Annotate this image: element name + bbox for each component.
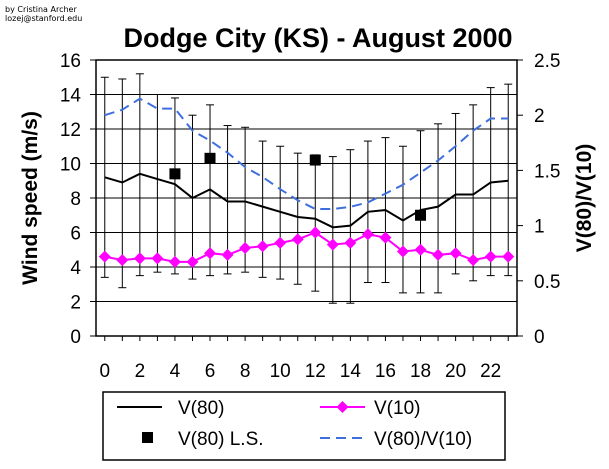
legend-swatch-v80-ls	[142, 432, 153, 443]
legend-label-v10: V(10)	[374, 398, 420, 419]
v10-point-1	[116, 254, 129, 267]
y-tick-label-4: 4	[70, 258, 81, 279]
y2-tick-label-0: 0	[534, 327, 545, 348]
v10-point-10	[274, 236, 287, 249]
y-tick-label-12: 12	[60, 120, 81, 141]
v10-point-13	[326, 238, 339, 251]
v10-point-15	[361, 228, 374, 241]
v80-ls-point-18	[415, 209, 427, 221]
y-tick-label-16: 16	[60, 51, 81, 72]
legend-label-v80-ls: V(80) L.S.	[178, 429, 264, 450]
y2-tick-label-2.5: 2.5	[534, 51, 560, 72]
y-axis-label-right: V(80)/V(10)	[573, 144, 596, 253]
author-email: lozej@stanford.edu	[5, 14, 83, 23]
x-tick-label-16: 16	[375, 361, 396, 382]
x-tick-label-8: 8	[240, 361, 251, 382]
v10-point-20	[449, 247, 462, 260]
x-tick-label-22: 22	[480, 361, 501, 382]
v10-point-2	[133, 252, 146, 265]
y-tick-label-6: 6	[70, 224, 81, 245]
v10-point-14	[344, 236, 357, 249]
y2-tick-label-1.5: 1.5	[534, 161, 560, 182]
legend-label-v80: V(80)	[178, 398, 224, 419]
v10-point-12	[309, 226, 322, 239]
x-tick-label-4: 4	[170, 361, 181, 382]
series-line-v80-v10-ratio	[104, 97, 509, 211]
v80-ls-point-4	[169, 168, 181, 180]
x-tick-label-12: 12	[305, 361, 326, 382]
series-line-v80	[104, 172, 509, 229]
series-layer	[98, 73, 515, 304]
chart-title: Dodge City (KS) - August 2000	[123, 23, 512, 53]
x-tick-label-2: 2	[135, 361, 146, 382]
v10-point-9	[256, 240, 269, 253]
v10-point-17	[396, 245, 409, 258]
y-tick-label-2: 2	[70, 293, 81, 314]
x-tick-label-10: 10	[270, 361, 291, 382]
legend-swatch-v10-diamond	[336, 401, 349, 413]
v10-point-18	[414, 243, 427, 256]
v10-point-4	[168, 255, 181, 268]
y2-tick-label-0.5: 0.5	[534, 272, 560, 293]
y-tick-label-0: 0	[70, 327, 81, 348]
y-axis-label-left: Wind speed (m/s)	[19, 111, 42, 285]
legend-box	[102, 391, 506, 461]
legend-label-ratio: V(80)/V(10)	[374, 429, 472, 450]
v10-point-11	[291, 233, 304, 246]
v10-point-0	[98, 250, 111, 263]
v10-point-7	[221, 248, 234, 261]
y-tick-label-10: 10	[60, 155, 81, 176]
legend: V(80) V(10) V(80) L.S. V(80)/V(10)	[102, 391, 506, 461]
v10-point-8	[239, 242, 252, 255]
gridlines	[96, 94, 517, 302]
y2-tick-label-1: 1	[534, 217, 545, 238]
v10-point-5	[186, 255, 199, 268]
x-tick-label-0: 0	[99, 361, 110, 382]
x-tick-label-14: 14	[340, 361, 362, 382]
x-tick-label-20: 20	[445, 361, 466, 382]
v10-point-3	[151, 252, 164, 265]
x-tick-label-6: 6	[205, 361, 216, 382]
y-tick-label-14: 14	[60, 86, 82, 107]
author-credit: by Cristina Archer	[5, 5, 77, 14]
v10-point-23	[502, 250, 515, 263]
series-line-v10	[104, 231, 509, 263]
v10-point-22	[484, 250, 497, 263]
v10-point-21	[467, 254, 480, 267]
axes: 0 2 4 6 8 10 12 14 16 0 0.5 1 1.5 2 2.5 0 2 4 6 8 10 12 14 16 18…	[60, 51, 561, 382]
v80-ls-point-6	[204, 152, 216, 164]
v10-point-16	[379, 231, 392, 244]
v10-point-19	[432, 248, 445, 261]
y-tick-label-8: 8	[70, 189, 81, 210]
v80-ls-point-12	[309, 154, 321, 166]
x-tick-label-18: 18	[410, 361, 431, 382]
y2-tick-label-2: 2	[534, 106, 545, 127]
v10-point-6	[204, 247, 217, 260]
